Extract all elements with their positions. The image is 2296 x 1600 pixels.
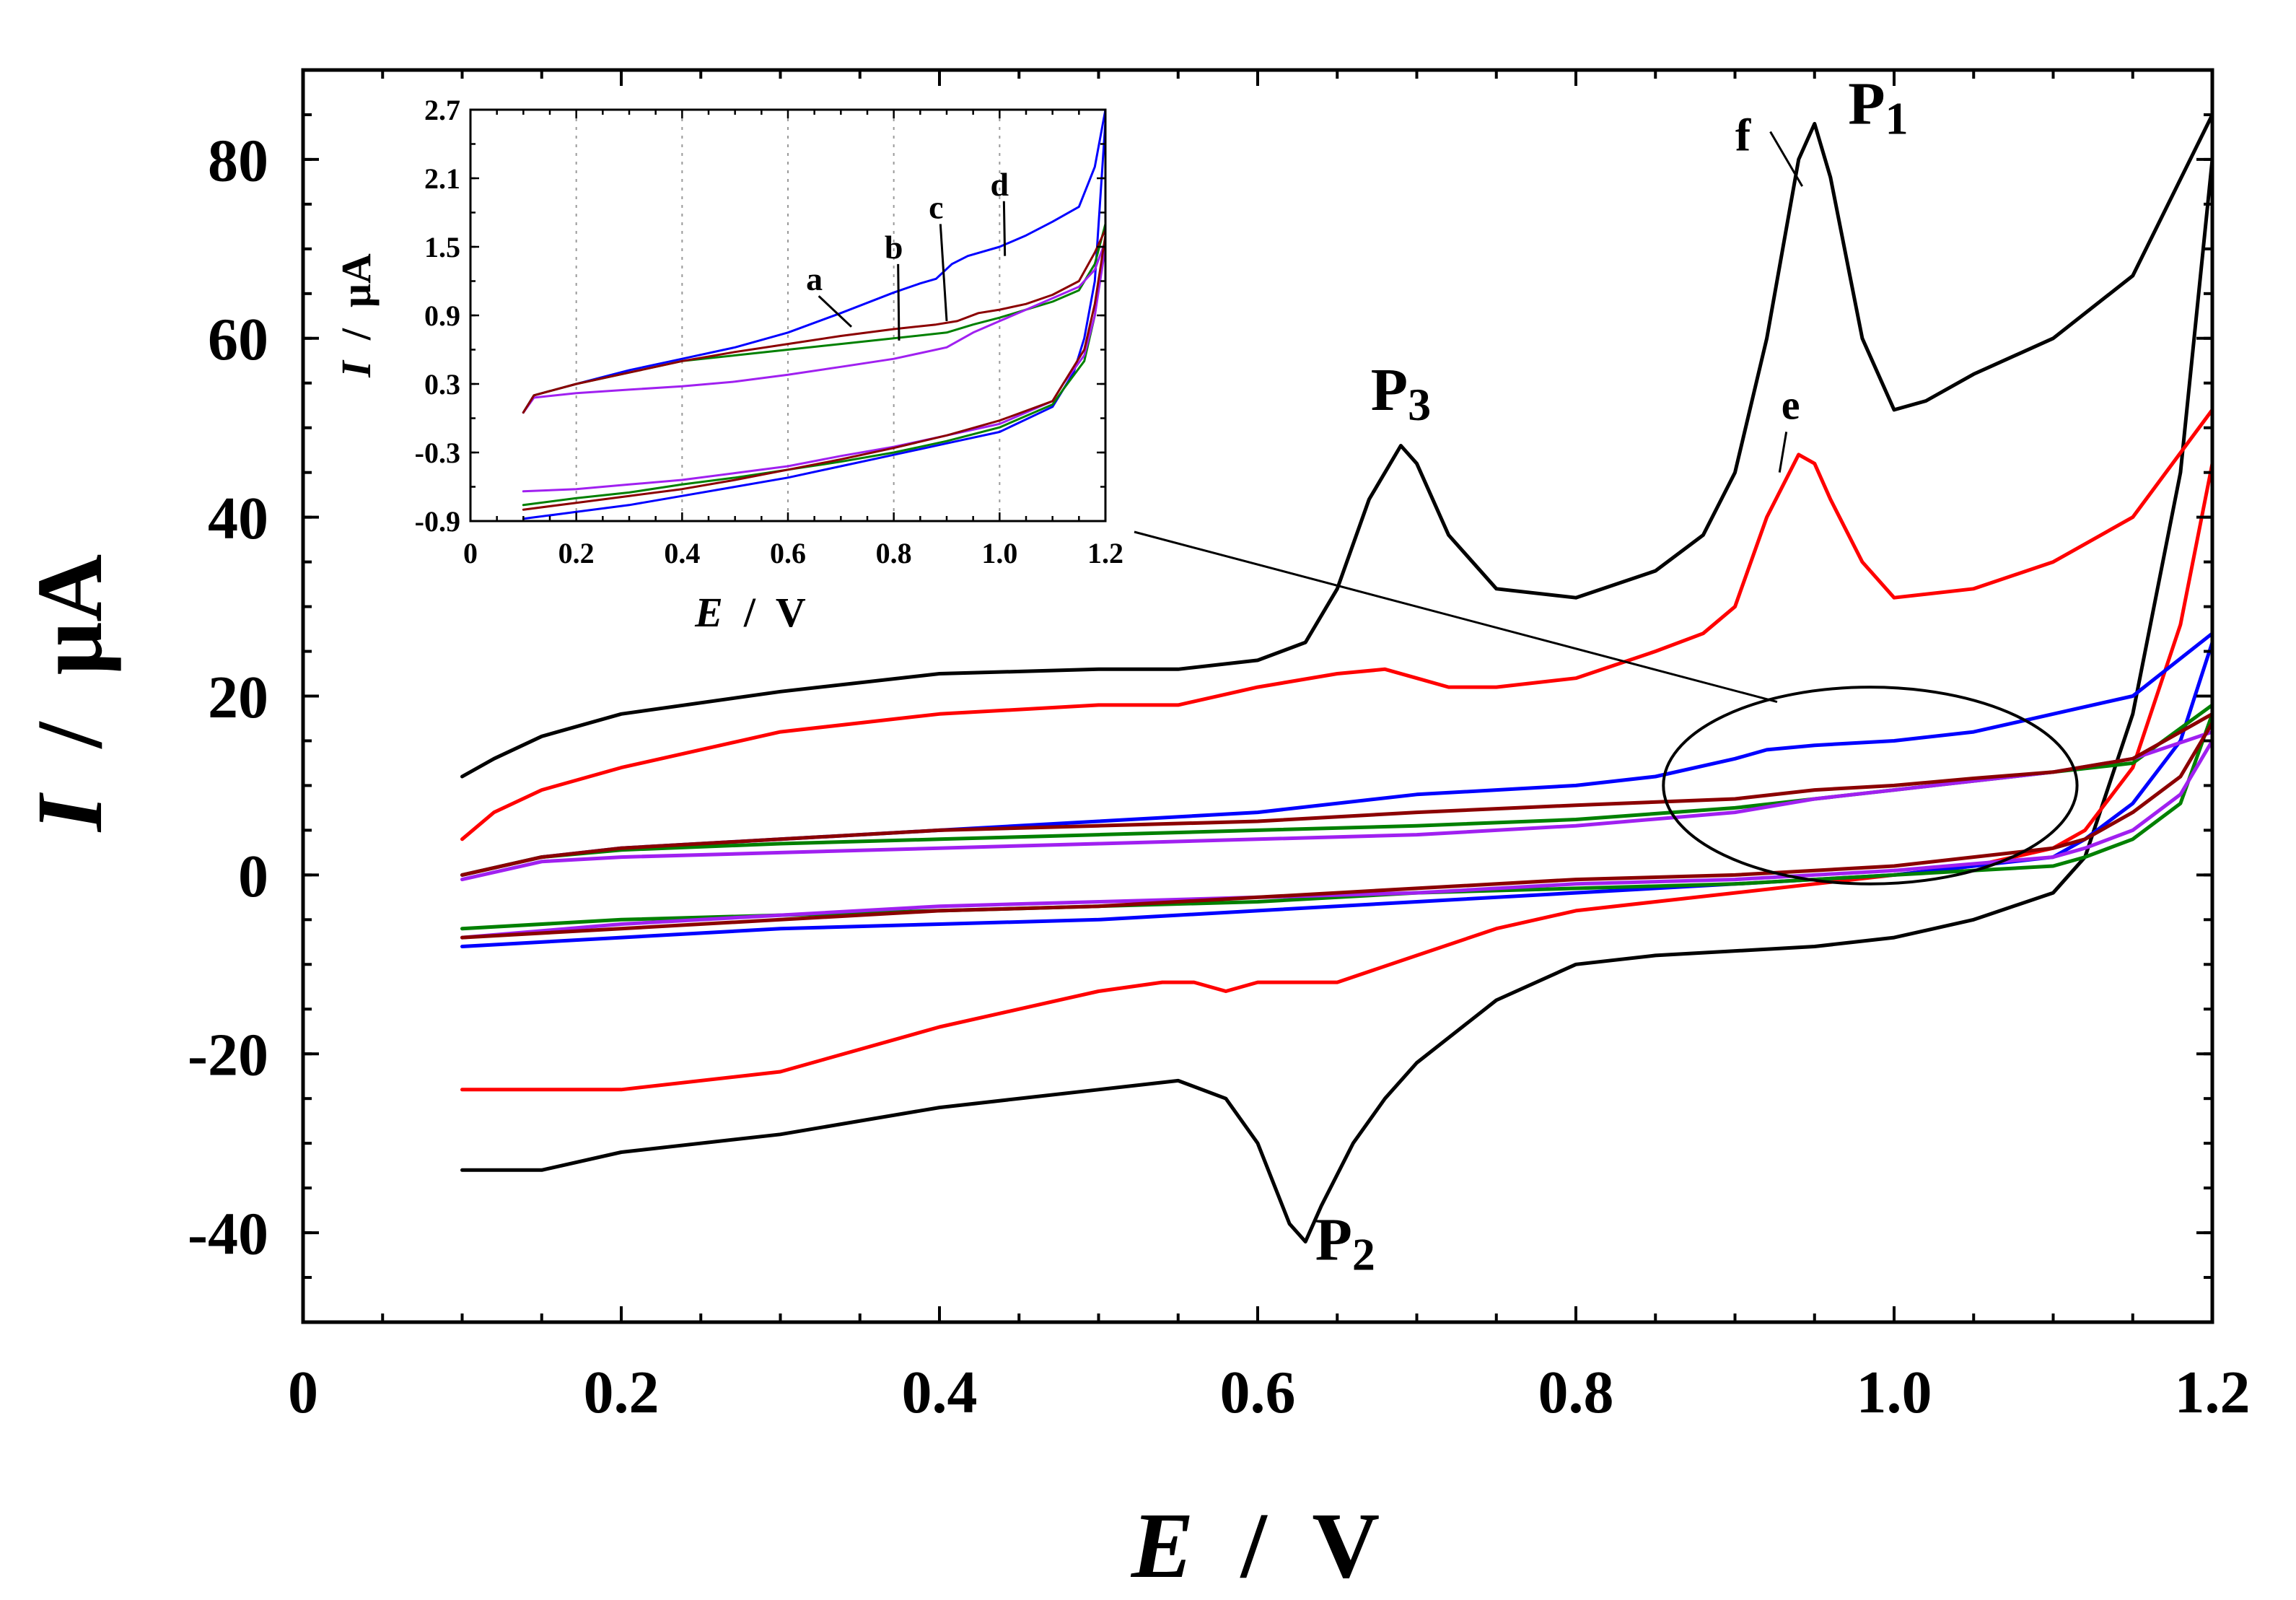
inset-curve-label-d: d: [991, 166, 1009, 203]
y-tick-label: 0.3: [424, 368, 460, 401]
curve-e: [460, 408, 2214, 1092]
y-tick-label: 2.7: [424, 94, 460, 126]
x-tick-label: 1.0: [981, 537, 1017, 569]
inset-curve-labels: a bc d: [806, 166, 1009, 341]
x-tick-label: 0.6: [770, 537, 806, 569]
curve-d: [522, 108, 1107, 520]
leader-line-e: [1778, 432, 1788, 473]
x-tick-label: 0.4: [902, 1359, 978, 1426]
inset-curves: [522, 108, 1107, 520]
x-tick-label: 0: [463, 537, 478, 569]
peak-label-p3: P3: [1371, 357, 1431, 430]
y-tick-label: 2.1: [424, 162, 460, 195]
main-y-tick-labels: -40 -20 0 20 40 60 80: [188, 127, 268, 1267]
curve-b: [522, 240, 1107, 493]
main-x-tick-labels: 0 0.2 0.4 0.6 0.8 1.0 1.2: [288, 1359, 2251, 1426]
inset-curve-label-b: b: [885, 229, 903, 266]
curve-a: [460, 712, 2214, 940]
curve-a: [522, 228, 1107, 511]
x-tick-label: 0.2: [558, 537, 595, 569]
inset-y-tick-labels: -0.9 -0.3 0.3 0.9 1.5 2.1 2.7: [415, 94, 460, 538]
y-tick-label: -40: [188, 1200, 268, 1267]
inset-curve-label-a: a: [806, 261, 823, 297]
inset-x-axis-label: E / V: [694, 589, 806, 636]
inset-background: [469, 108, 1108, 523]
zoom-callout: [1134, 530, 2079, 886]
curve-f: [460, 113, 2214, 1243]
x-tick-label: 0.8: [1538, 1359, 1614, 1426]
x-tick-label: 0.4: [664, 537, 700, 569]
y-tick-label: 1.5: [424, 231, 460, 263]
leader-line-f: [1769, 131, 1804, 187]
x-tick-label: 1.2: [2175, 1359, 2251, 1426]
x-tick-label: 0.6: [1220, 1359, 1296, 1426]
y-tick-label: -0.3: [415, 437, 460, 469]
inset-leader-b: [897, 263, 901, 341]
y-tick-label: 0.9: [424, 300, 460, 332]
inset-y-axis-label: I / μA: [333, 253, 380, 378]
inset-chart: 0 0.2 0.4 0.6 0.8 1.0 1.2 -0.9 -0.3 0.3 0.9 1.5 2.1…: [333, 94, 1123, 636]
y-tick-label: 60: [208, 306, 268, 373]
peak-label-p1: P1: [1848, 70, 1908, 144]
y-tick-label: -20: [188, 1022, 268, 1089]
inset-ticks: [469, 108, 1107, 523]
curve-label-e: e: [1782, 381, 1800, 428]
inset-curve-label-c: c: [929, 188, 943, 225]
main-ticks: [302, 69, 2214, 1324]
x-tick-label: 0: [288, 1359, 318, 1426]
main-annotations: P1 P2 P3 f e: [1315, 70, 1909, 1280]
curve-d: [460, 631, 2214, 948]
inset-leader-c: [939, 224, 948, 322]
y-tick-label: 80: [208, 127, 268, 194]
y-tick-label: 40: [208, 485, 268, 552]
x-tick-label: 0.2: [584, 1359, 660, 1426]
main-chart: 0 0.2 0.4 0.6 0.8 1.0 1.2 -40 -20 0 20 40 60 80 E / …: [18, 68, 2251, 1598]
y-tick-label: 0: [238, 843, 268, 910]
y-axis-label: I / μA: [18, 554, 122, 833]
zoom-connector-line: [1134, 530, 1778, 704]
x-axis-label: E / V: [1131, 1494, 1380, 1598]
peak-label-p2: P2: [1315, 1206, 1375, 1280]
x-tick-label: 1.2: [1087, 537, 1123, 569]
y-tick-label: -0.9: [415, 505, 460, 538]
zoom-region-ellipse: [1662, 686, 2079, 886]
x-tick-label: 0.8: [876, 537, 912, 569]
inset-leader-a: [818, 295, 853, 328]
y-tick-label: 20: [208, 664, 268, 731]
x-tick-label: 1.0: [1857, 1359, 1932, 1426]
curve-label-f: f: [1735, 110, 1751, 161]
inset-x-tick-labels: 0 0.2 0.4 0.6 0.8 1.0 1.2: [463, 537, 1123, 569]
